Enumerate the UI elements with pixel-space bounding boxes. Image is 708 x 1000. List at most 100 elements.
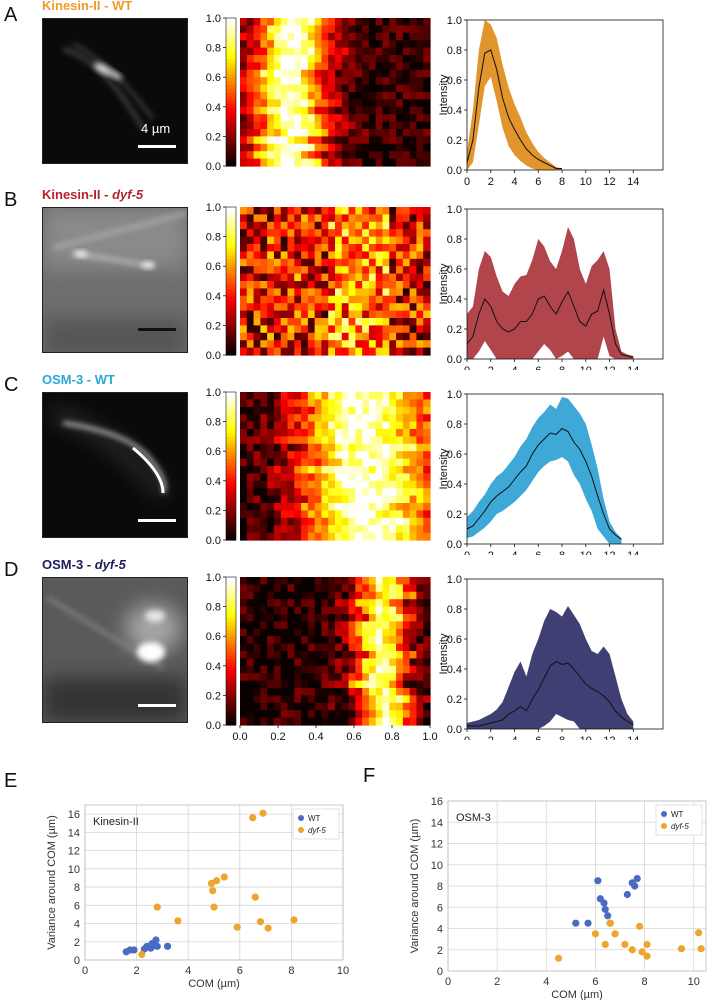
heatmap-x-tick-label: 0.0 [232,731,247,740]
legend-entry: WT [671,810,684,819]
scatter-point-dyf5 [212,877,221,885]
scatter-y-tick-label: 2 [437,945,443,957]
scatter-y-tick-label: 6 [437,902,443,914]
scatter-y-axis-label: Variance around COM (µm) [46,815,58,950]
profile-x-tick-label: 6 [535,365,541,370]
scatter-point-dyf5 [174,917,182,925]
profile-y-tick-label: 0.0 [447,354,462,366]
scatter-y-tick-label: 12 [68,846,80,858]
scatter-x-tick-label: 2 [134,965,140,977]
panel-title-genotype: dyf-5 [94,557,126,572]
scatter-point-dyf5 [638,948,646,956]
profile-y-tick-label: 0.4 [447,105,462,117]
scatter-point-dyf5 [220,873,228,881]
scatter-y-tick-label: 12 [431,839,443,851]
panel-title: OSM-3 - WT [42,372,115,387]
scatter-x-tick-label: 0 [445,976,451,988]
scatter-point-wt [600,899,608,907]
profile-x-tick-label: 6 [535,550,541,555]
scatter-point-wt [623,890,631,899]
colorbar-tick-label: 0.0 [206,720,221,732]
profile-y-tick-label: 0.8 [447,45,462,57]
profile-y-tick-label: 0.6 [447,75,462,87]
colorbar-tick-label: 1.0 [206,572,221,584]
colorbar-tick-label: 0.4 [206,102,221,114]
panel-title-protein: Kinesin-II - [42,0,113,13]
colorbar-tick-label: 0.8 [206,43,221,55]
profile-y-tick-label: 0.2 [447,694,462,706]
scatter-point-dyf5 [249,814,257,822]
colorbar-tick-label: 1.0 [206,202,221,214]
scatter-x-tick-label: 10 [688,976,700,988]
scatter-point-dyf5 [643,940,651,949]
profile-x-tick-label: 12 [603,176,615,185]
colorbar-tick-label: 0.4 [206,476,221,488]
profile-x-tick-label: 6 [535,735,541,740]
panel-title: Kinesin-II - dyf-5 [42,187,143,202]
scatter-y-tick-label: 10 [68,864,80,876]
scatter-point-dyf5 [210,903,218,911]
scale-bar-label: 4 µm [141,121,171,136]
colorbar-tick-label: 1.0 [206,13,221,25]
colorbar-tick-label: 0.4 [206,291,221,303]
heatmap-x-tick-label: 0.6 [346,731,361,740]
profile-y-tick-label: 0.4 [447,664,462,676]
scale-bar [138,519,176,522]
intensity-profile-chart: 0.0 0.2 0.4 0.6 0.8 1.0 0 2 4 6 8 10 12 14 Intensity [438,389,664,555]
kymograph-heatmap: 0.0 0.2 0.4 0.6 0.8 1.0 [206,13,431,173]
profile-x-tick-label: 14 [627,176,639,185]
profile-x-tick-label: 12 [603,365,615,370]
profile-y-axis-label: Intensity [438,633,450,674]
profile-y-tick-label: 0.6 [447,634,462,646]
scatter-x-tick-label: 4 [543,976,549,988]
panel-title-genotype: WT [112,0,133,13]
scatter-y-tick-label: 4 [74,919,80,931]
legend-box [655,804,703,836]
panel-letter: D [4,559,19,581]
scatter-x-tick-label: 4 [185,965,191,977]
colorbar-tick-label: 0.6 [206,631,221,643]
profile-y-tick-label: 0.8 [447,419,462,431]
panel-title-genotype: dyf-5 [112,187,144,202]
colorbar-tick-label: 0.0 [206,535,221,547]
profile-x-tick-label: 2 [488,365,494,370]
scatter-point-dyf5 [591,930,600,938]
scatter-x-tick-label: 2 [494,976,500,988]
profile-x-tick-label: 10 [580,735,592,740]
scatter-point-dyf5 [636,922,644,930]
microscopy-image: 4 µm [42,18,188,164]
profile-x-tick-label: 14 [627,365,639,370]
profile-x-tick-label: 4 [511,550,517,555]
colorbar-tick-label: 0.8 [206,417,221,429]
sd-band [467,397,622,544]
profile-x-tick-label: 10 [580,365,592,370]
intensity-profile-chart: 0.00.20.40.60.81.002468101214IntensityLe… [438,574,664,740]
scatter-point-dyf5 [153,903,161,911]
panel-title: Kinesin-II - WT [42,0,132,13]
scatter-x-tick-label: 8 [288,965,294,977]
scatter-point-dyf5 [256,918,265,926]
colorbar-tick-label: 0.6 [206,72,221,84]
scatter-x-tick-label: 6 [592,976,598,988]
profile-x-tick-label: 14 [627,550,639,555]
scatter-y-tick-label: 14 [431,817,443,829]
scatter-inset-label: OSM-3 [456,812,491,824]
profile-y-tick-label: 1.0 [447,204,462,216]
profile-y-tick-label: 0.8 [447,604,462,616]
scatter-point-wt [633,874,641,883]
profile-x-tick-label: 8 [559,365,565,370]
colorbar-tick-label: 0.2 [206,690,221,702]
scatter-y-tick-label: 16 [431,796,443,808]
profile-y-axis-label: Intensity [438,263,450,304]
profile-y-tick-label: 0.4 [447,479,462,491]
scatter-point-wt [601,905,609,913]
legend-entry: WT [308,814,321,823]
colorbar-tick-label: 0.8 [206,232,221,244]
colorbar-tick-label: 0.0 [206,350,221,362]
panel-title-protein: OSM-3 - [42,372,95,387]
panel-row-a: A Kinesin-II - WT 4 µm 0.0 0.2 0.4 0.6 0.8 1.0 0.… [0,0,708,185]
scatter-y-tick-label: 4 [437,924,443,936]
kymograph-heatmap: 0.0 0.2 0.4 0.6 0.8 1.0 [206,202,431,362]
mean-line [467,660,634,727]
